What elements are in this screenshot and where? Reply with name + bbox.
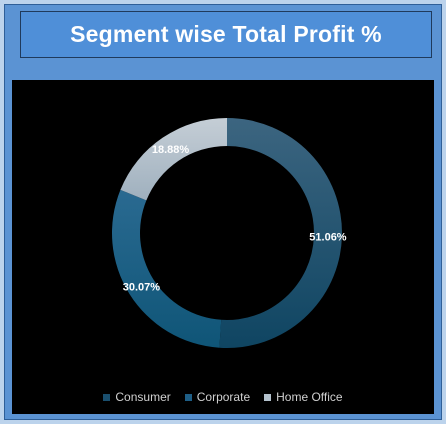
legend-label: Home Office — [276, 390, 343, 404]
title-box: Segment wise Total Profit % — [20, 11, 432, 58]
donut-slice-consumer — [219, 118, 343, 349]
data-label-home-office: 18.88% — [152, 144, 190, 156]
chart-area: 51.06% 30.07% 18.88% Consumer Corporate Home… — [12, 80, 434, 414]
legend-swatch — [184, 393, 192, 401]
data-label-corporate: 30.07% — [123, 282, 161, 294]
donut-slice-corporate — [111, 189, 222, 348]
legend-swatch — [264, 393, 272, 401]
legend-item-consumer: Consumer — [103, 390, 171, 404]
legend-swatch — [103, 393, 111, 401]
chart-panel: Segment wise Total Profit % 51.06% 30.07%… — [4, 4, 442, 420]
donut-chart: 51.06% 30.07% 18.88% — [111, 118, 347, 349]
legend-item-home-office: Home Office — [264, 390, 343, 404]
legend-item-corporate: Corporate — [184, 390, 251, 404]
legend-label: Consumer — [115, 390, 171, 404]
donut-slice-home-office — [120, 118, 227, 201]
chart-title: Segment wise Total Profit % — [70, 21, 382, 47]
legend-label: Corporate — [196, 390, 251, 404]
data-label-consumer: 51.06% — [309, 231, 347, 243]
chart-legend: Consumer Corporate Home Office — [12, 390, 434, 404]
